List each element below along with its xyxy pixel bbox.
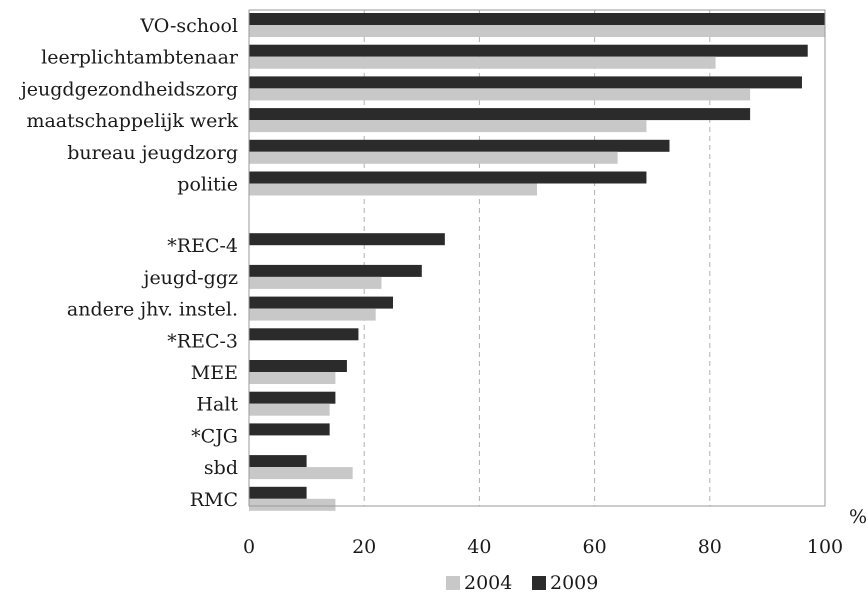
category-label: politie xyxy=(177,174,238,196)
bar-2004 xyxy=(249,403,330,416)
category-label: maatschappelijk werk xyxy=(26,110,238,132)
x-tick-label: 20 xyxy=(352,536,376,558)
category-label: andere jhv. instel. xyxy=(67,299,238,321)
x-tick-label: 60 xyxy=(583,536,607,558)
bar-2009 xyxy=(249,44,808,57)
legend-label-2004: 2004 xyxy=(464,572,512,594)
category-label: VO-school xyxy=(139,15,238,37)
category-label: *CJG xyxy=(191,425,238,447)
x-tick-label: 100 xyxy=(807,536,843,558)
legend-label-2009: 2009 xyxy=(550,572,598,594)
bar-2009 xyxy=(249,233,445,246)
bars-group xyxy=(249,13,825,511)
x-tick-label: 40 xyxy=(467,536,491,558)
bar-2004 xyxy=(249,88,751,101)
bar-2009 xyxy=(249,139,670,152)
bar-2004 xyxy=(249,467,353,480)
category-labels: VO-school leerplichtambtenaar jeugdgezondh… xyxy=(19,15,239,511)
x-tick-label: 80 xyxy=(698,536,722,558)
bar-2004 xyxy=(249,276,382,289)
category-label: *REC-3 xyxy=(167,330,238,352)
category-label: Halt xyxy=(196,394,238,416)
bar-2009 xyxy=(249,76,802,89)
bar-2004 xyxy=(249,183,537,196)
bar-2009 xyxy=(249,328,359,341)
bar-2004 xyxy=(249,120,647,133)
category-label: MEE xyxy=(191,362,238,384)
bar-2004 xyxy=(249,151,618,164)
bar-2004 xyxy=(249,25,825,37)
category-label: leerplichtambtenaar xyxy=(41,47,239,69)
bar-2009 xyxy=(249,423,330,436)
bar-2009 xyxy=(249,391,336,404)
category-label: RMC xyxy=(190,489,238,511)
bar-2009 xyxy=(249,264,422,277)
x-axis-unit-label: % xyxy=(849,506,867,528)
bar-2009 xyxy=(249,455,307,468)
bar-2004 xyxy=(249,308,376,321)
bar-2004 xyxy=(249,56,716,69)
bar-2004 xyxy=(249,372,336,384)
category-label: jeugdgezondheidszorg xyxy=(19,78,238,100)
bar-2004 xyxy=(249,498,336,511)
category-label: jeugd-ggz xyxy=(142,267,238,289)
legend-swatch-2004 xyxy=(446,576,460,590)
bar-2009 xyxy=(249,108,751,121)
legend: 2004 2009 xyxy=(446,572,598,594)
category-label: sbd xyxy=(204,457,238,479)
x-tick-labels: 0 20 40 60 80 100 xyxy=(243,536,843,558)
bar-2009 xyxy=(249,13,825,25)
legend-swatch-2009 xyxy=(532,576,546,590)
plot-frame xyxy=(248,9,826,507)
bar-2009 xyxy=(249,360,347,372)
bar-2009 xyxy=(249,296,393,309)
bar-2009 xyxy=(249,486,307,499)
category-label: bureau jeugdzorg xyxy=(67,142,238,164)
bar-2009 xyxy=(249,171,647,184)
category-label: *REC-4 xyxy=(167,235,238,257)
x-tick-label: 0 xyxy=(243,536,255,558)
